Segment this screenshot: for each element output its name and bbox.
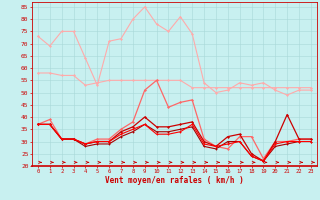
X-axis label: Vent moyen/en rafales ( km/h ): Vent moyen/en rafales ( km/h )	[105, 176, 244, 185]
